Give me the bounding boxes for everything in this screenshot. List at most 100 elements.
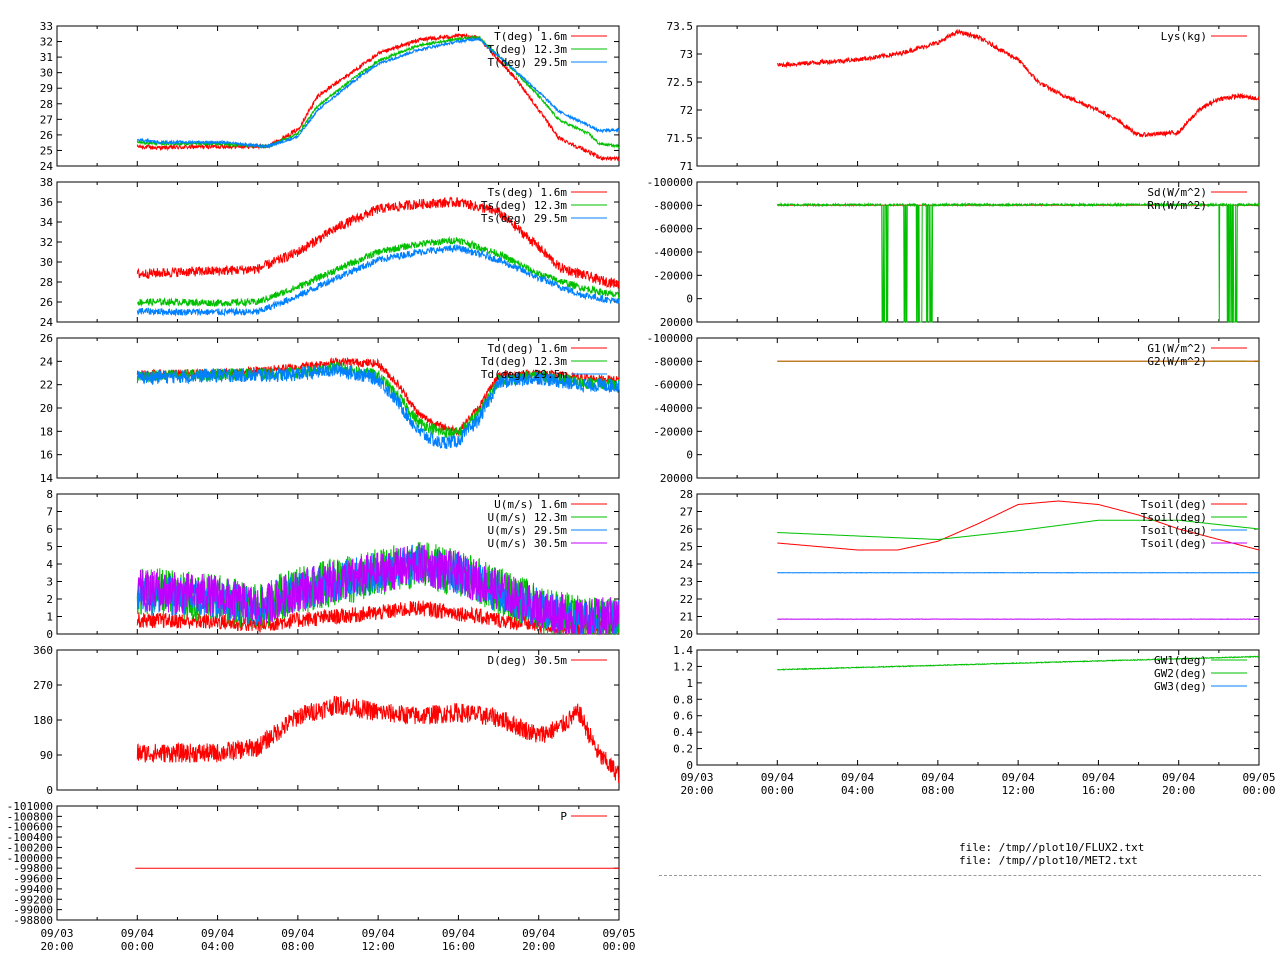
y-tick-label: 7 [46,506,53,519]
y-tick-label: -40000 [653,402,693,415]
legend-label: Tsoil(deg) [1141,511,1207,524]
y-tick-label: -80000 [653,355,693,368]
legend-label: Tsoil(deg) [1141,498,1207,511]
legend-label: Tsoil(deg) [1141,537,1207,550]
y-tick-label: 29 [40,82,53,95]
series-line-2 [136,236,620,308]
y-tick-label: 24 [680,558,694,571]
legend-label: Tsoil(deg) [1141,524,1207,537]
y-tick-label: 73.5 [667,20,694,33]
y-tick-label: 360 [33,644,53,657]
chart-panel-right-1: 71 71.5 72 72.5 73 73.5 Lys(kg) [667,20,1260,173]
legend-label: GW1(deg) [1154,654,1207,667]
y-tick-label: 18 [40,425,53,438]
x-tick-label-left: 16:00 [442,940,475,953]
legend-label: Lys(kg) [1161,30,1207,43]
y-tick-label: 8 [46,488,53,501]
x-tick-label-right: 08:00 [921,784,954,797]
x-tick-label-right: 09/03 [680,771,713,784]
y-tick-label: 26 [40,129,53,142]
y-tick-label: -60000 [653,379,693,392]
y-tick-label: 24 [40,316,54,329]
y-tick-label: -99600 [13,873,53,886]
series-line-4 [136,543,620,636]
y-tick-label: 72.5 [667,76,694,89]
y-tick-label: 34 [40,216,54,229]
series-line-3 [136,36,620,150]
legend-label: U(m/s) 12.3m [488,511,568,524]
x-tick-label-right: 09/04 [921,771,954,784]
y-tick-label: 0.4 [673,726,693,739]
y-tick-label: 21 [680,611,693,624]
series-line-1 [136,196,620,289]
series-line-1 [136,695,620,784]
file-path-flux: file: /tmp//plot10/FLUX2.txt [959,841,1145,854]
x-tick-label-right: 20:00 [680,784,713,797]
series-line-1 [136,32,620,162]
y-tick-label: -99200 [13,893,53,906]
y-tick-label: 20000 [660,316,693,329]
y-tick-label: 24 [40,160,54,173]
y-tick-label: 28 [40,276,53,289]
y-tick-label: 25 [40,144,53,157]
y-tick-label: 23 [680,576,693,589]
legend-label: U(m/s) 1.6m [494,498,567,511]
legend-label: GW3(deg) [1154,680,1207,693]
legend-label: Rn(W/m^2) [1147,199,1207,212]
chart-panel-left-5: 0 90 180 270 360 D(deg) 30.5m [33,644,620,797]
y-tick-label: 180 [33,714,53,727]
y-tick-label: 32 [40,236,53,249]
y-tick-label: -80000 [653,199,693,212]
y-tick-label: 16 [40,449,53,462]
legend-label: U(m/s) 30.5m [488,537,568,550]
y-tick-label: 27 [680,506,693,519]
y-tick-label: 71 [680,160,693,173]
legend-label: G2(W/m^2) [1147,355,1207,368]
y-tick-label: 5 [46,541,53,554]
y-tick-label: -60000 [653,223,693,236]
y-tick-label: 90 [40,749,53,762]
legend-label: Ts(deg) 12.3m [481,199,567,212]
y-tick-label: -100800 [7,810,53,823]
chart-panel-left-4: 0 1 2 3 4 5 6 7 8 U(m/s) 1.6mU(m/s) 12.3mU(m/s) 2… [46,488,620,641]
y-tick-label: 0.6 [673,710,693,723]
y-tick-label: 270 [33,679,53,692]
y-tick-label: -100000 [647,332,693,345]
y-tick-label: -98800 [13,914,53,927]
series-line-1 [777,500,1260,551]
y-tick-label: -40000 [653,246,693,259]
x-tick-label-right: 12:00 [1002,784,1035,797]
legend-label: D(deg) 30.5m [488,654,568,667]
series-line-3 [136,363,620,450]
plot-frame [56,649,620,791]
y-tick-label: 3 [46,576,53,589]
legend-label: G1(W/m^2) [1147,342,1207,355]
legend-label: P [560,810,567,823]
x-tick-label-right: 00:00 [1242,784,1275,797]
y-tick-label: 73 [680,48,693,61]
legend-label: T(deg) 1.6m [494,30,567,43]
y-tick-label: 0 [46,784,53,797]
y-tick-label: 27 [40,113,53,126]
x-tick-label-right: 09/04 [1162,771,1195,784]
y-tick-label: -100000 [647,176,693,189]
legend-label: T(deg) 29.5m [488,56,568,69]
x-tick-label-left: 00:00 [602,940,635,953]
x-tick-label-left: 09/04 [121,927,154,940]
chart-panel-right-5: 0 0.2 0.4 0.6 0.8 1 1.2 1.4 GW1(deg)GW2(deg)GW3(… [673,644,1260,772]
series-line-2 [776,201,1260,323]
y-tick-label: 32 [40,36,53,49]
x-tick-label-right: 09/05 [1242,771,1275,784]
y-tick-label: -100400 [7,831,53,844]
y-tick-label: 14 [40,472,54,485]
chart-panel-left-6: -98800-99000-99200-99400-99600-99800-100… [7,800,620,927]
y-tick-label: -100200 [7,841,53,854]
series-line-2 [777,519,1259,540]
y-tick-label: 28 [680,488,693,501]
chart-panel-right-3: 20000 0 -20000 -40000 -60000 -80000 -100000 G1(… [647,332,1260,485]
y-tick-label: 1 [686,677,693,690]
y-tick-label: 0 [686,449,693,462]
